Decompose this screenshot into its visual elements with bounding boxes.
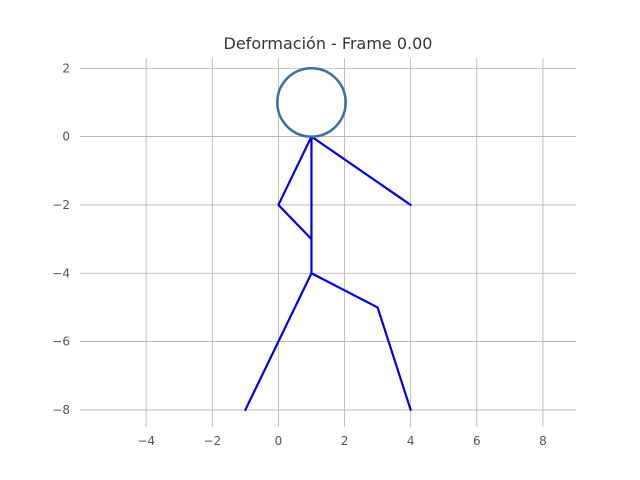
y-tick-label: −6 — [52, 335, 70, 349]
stick-figure-lines — [244, 135, 412, 412]
x-tick-label: 2 — [341, 434, 349, 448]
x-tick-label: 4 — [407, 434, 415, 448]
x-tick-label: 0 — [275, 434, 283, 448]
chart-title: Deformación - Frame 0.00 — [224, 34, 433, 53]
stick-figure-limb — [277, 135, 313, 241]
x-tick-labels: −4 −2 0 2 4 6 8 — [137, 434, 546, 448]
stick-figure-limb — [310, 135, 412, 207]
stick-figure-limb — [244, 272, 313, 412]
y-tick-label: −2 — [52, 198, 70, 212]
stick-figure-limb — [310, 272, 412, 412]
x-tick-label: 6 — [473, 434, 481, 448]
y-tick-label: 2 — [62, 61, 70, 75]
x-tick-label: −4 — [137, 434, 155, 448]
x-tick-label: −2 — [203, 434, 221, 448]
x-gridlines — [145, 58, 544, 427]
y-tick-label: −8 — [52, 403, 70, 417]
y-gridlines — [80, 67, 576, 411]
x-tick-label: 8 — [539, 434, 547, 448]
stick-figure-head — [276, 67, 347, 138]
y-tick-label: 0 — [62, 130, 70, 144]
y-tick-label: −4 — [52, 266, 70, 280]
y-tick-labels: 2 0 −2 −4 −6 −8 — [52, 61, 70, 417]
